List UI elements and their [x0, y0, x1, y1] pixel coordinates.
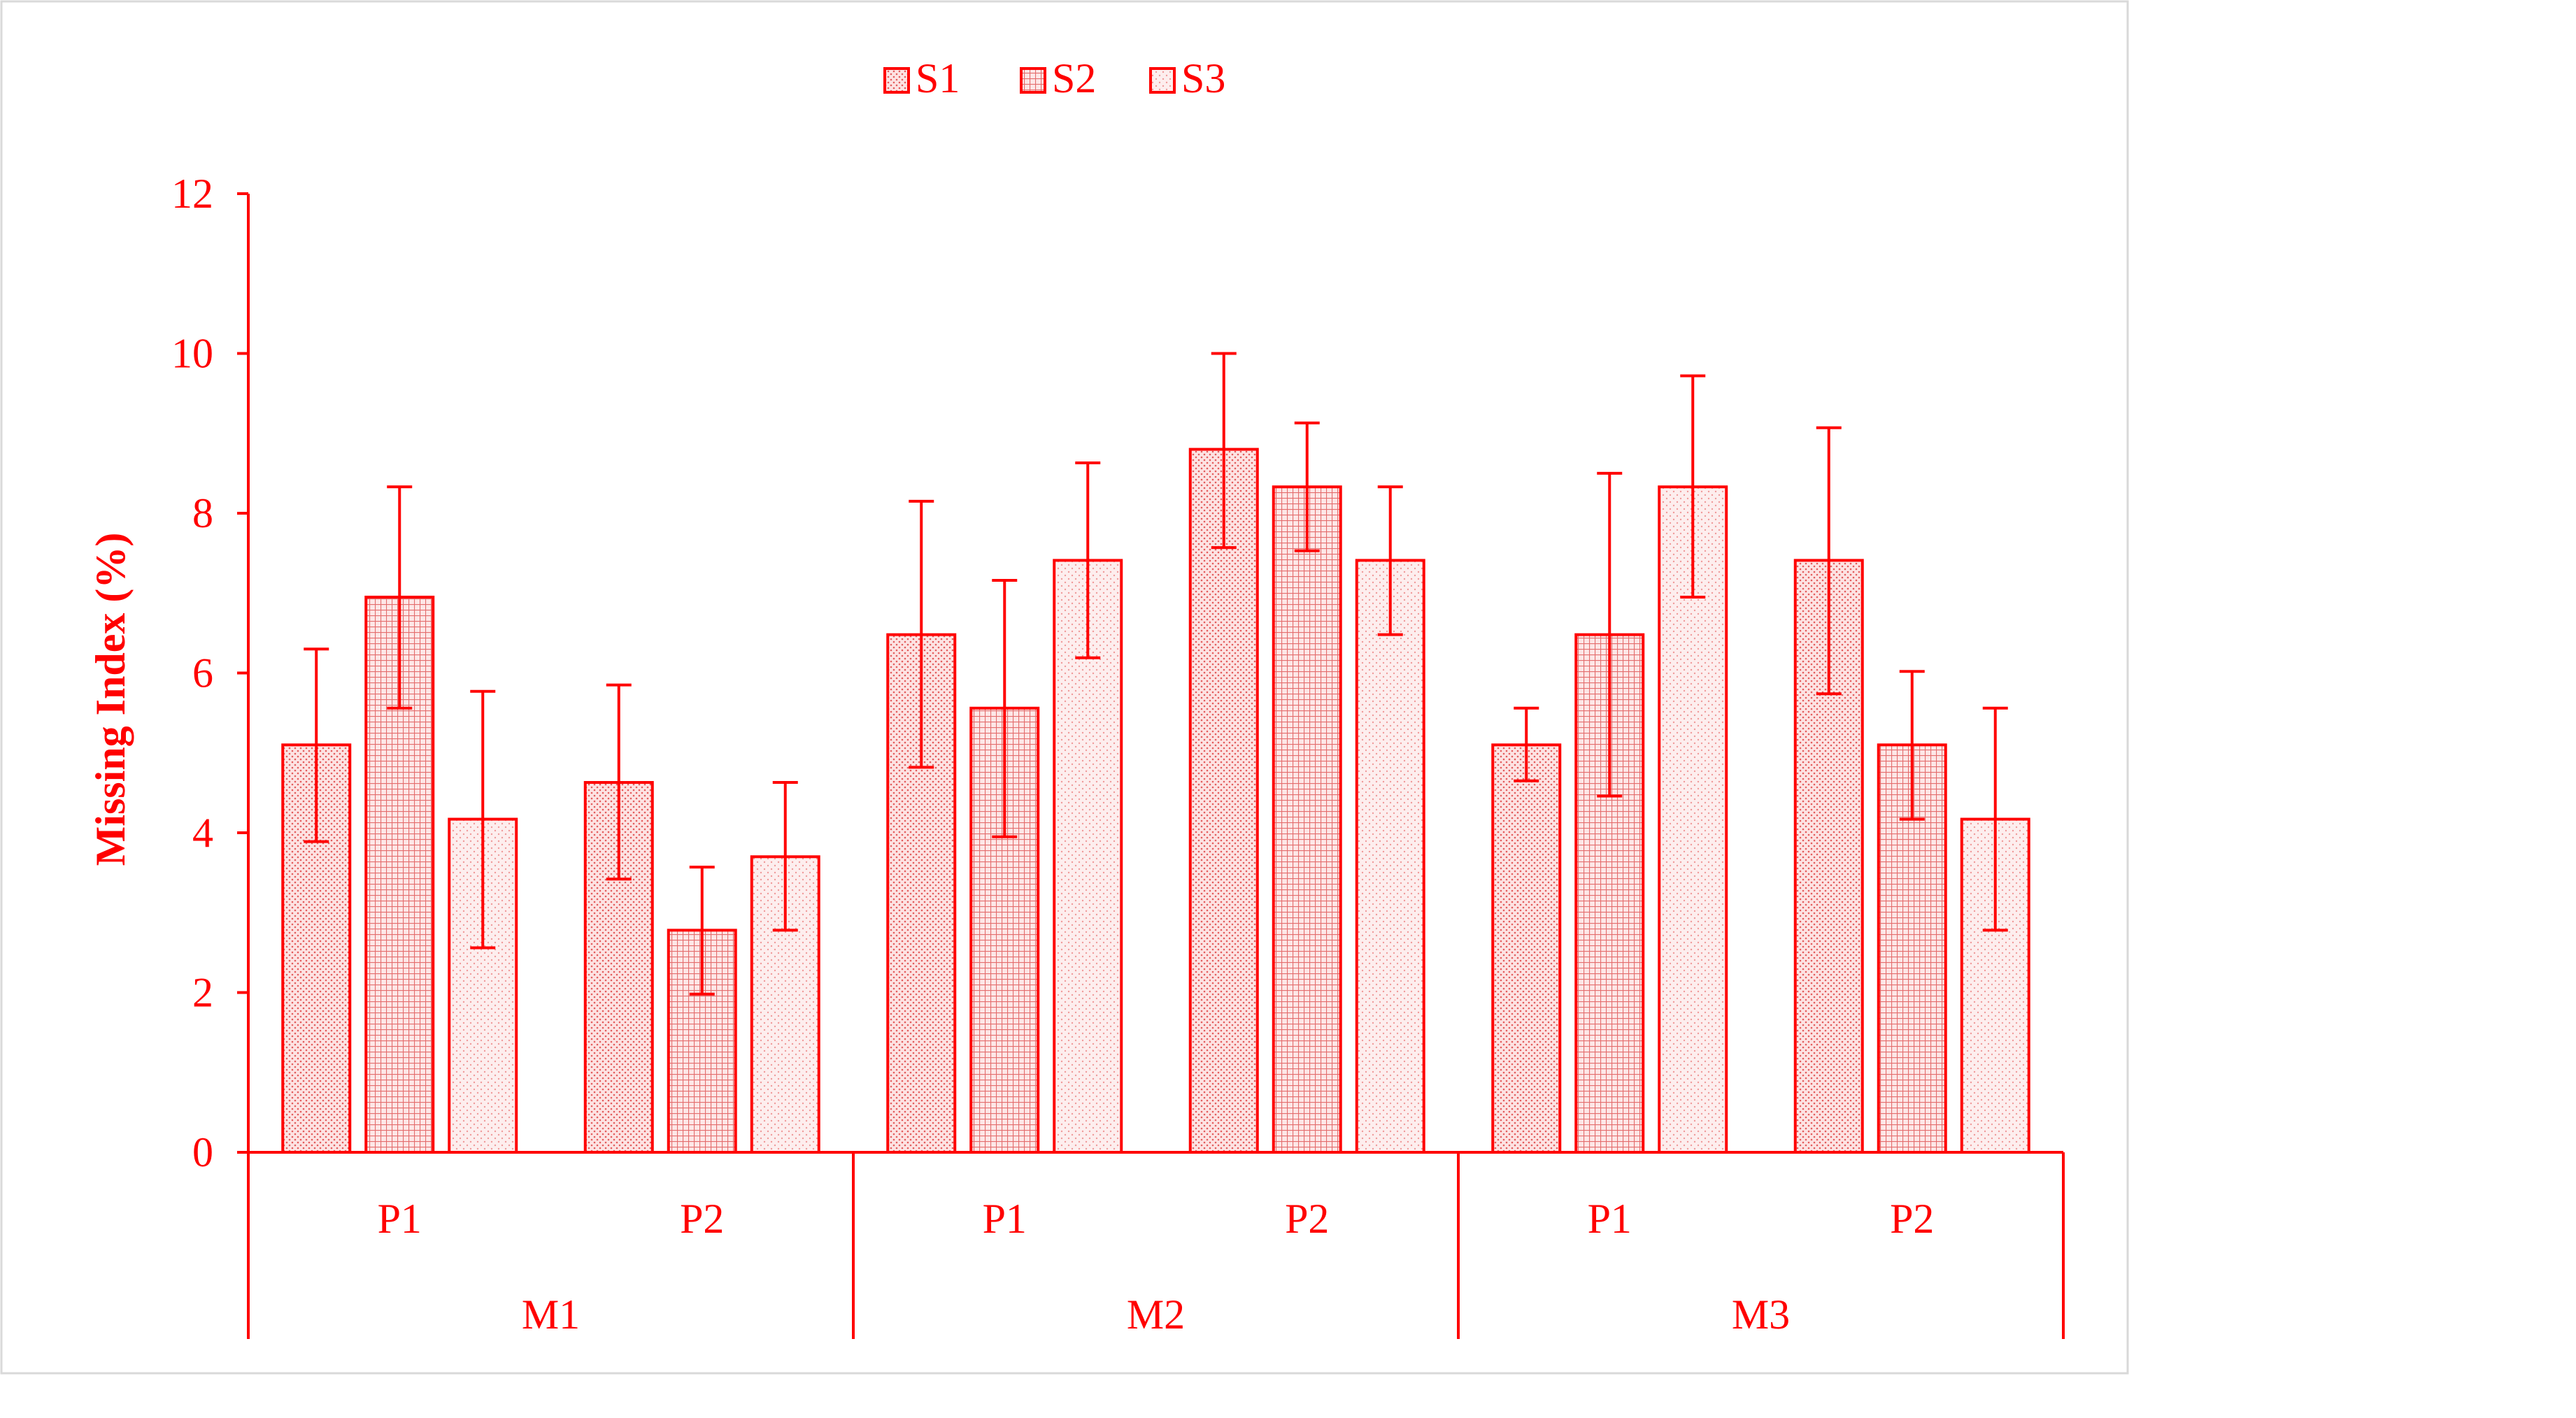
- legend: S1 S2 S3: [883, 55, 1225, 101]
- error-bar-s2: [1294, 421, 1320, 552]
- error-bar-s3: [1680, 374, 1706, 599]
- x-axis: M1 P1 P2 M2 P1 P2 M3 P1 P2: [247, 1151, 2065, 1339]
- error-bar-s2: [1899, 670, 1925, 821]
- error-bar-s2: [1597, 471, 1623, 798]
- y-axis-label: Missing Index (%): [87, 533, 134, 866]
- error-bar-s2: [387, 485, 413, 710]
- error-bar-s1: [1816, 426, 1842, 696]
- subgroup-label: P2: [1285, 1196, 1329, 1242]
- error-bar-s3: [1982, 706, 2008, 932]
- legend-swatch-s2: [1020, 67, 1046, 94]
- y-tick-label: 2: [192, 970, 213, 1016]
- subgroup-label: P1: [983, 1196, 1027, 1242]
- y-tick-label: 0: [192, 1129, 213, 1175]
- error-bar-s1: [606, 683, 632, 881]
- legend-label-s3: S3: [1181, 55, 1225, 101]
- legend-swatch-s1: [883, 67, 910, 94]
- legend-swatch-s3: [1149, 67, 1176, 94]
- y-tick-label: 4: [192, 810, 213, 856]
- y-tick-label: 10: [171, 331, 213, 377]
- y-tick-label: 12: [171, 171, 213, 217]
- subgroup-label: P1: [378, 1196, 422, 1242]
- y-tick-label: 6: [192, 650, 213, 696]
- y-axis: 0 2 4 6 8 10 12: [171, 171, 250, 1175]
- bars: [281, 447, 2030, 1154]
- error-bar-s2: [689, 866, 715, 996]
- error-bar-s2: [992, 578, 1018, 838]
- subgroup-label: P2: [1890, 1196, 1934, 1242]
- error-bars: [304, 352, 2008, 996]
- legend-label-s1: S1: [916, 55, 960, 101]
- group-label-m1: M1: [522, 1291, 580, 1338]
- error-bar-s1: [304, 647, 329, 843]
- error-bar-s1: [1514, 706, 1539, 782]
- error-bar-s3: [470, 689, 496, 950]
- bar-s1: [1491, 743, 1562, 1154]
- bar-s1: [1188, 447, 1259, 1154]
- error-bar-s1: [909, 499, 934, 769]
- bar-s3: [1355, 559, 1425, 1154]
- error-bar-s1: [1211, 352, 1237, 550]
- error-bar-s3: [1075, 461, 1101, 659]
- error-bar-s3: [772, 781, 798, 932]
- subgroup-label: P2: [680, 1196, 724, 1242]
- legend-label-s2: S2: [1052, 55, 1096, 101]
- group-label-m3: M3: [1732, 1291, 1790, 1338]
- y-tick-label: 8: [192, 490, 213, 536]
- subgroup-label: P1: [1588, 1196, 1632, 1242]
- bar-s2: [1272, 485, 1342, 1154]
- error-bar-s3: [1377, 485, 1403, 636]
- group-label-m2: M2: [1127, 1291, 1185, 1338]
